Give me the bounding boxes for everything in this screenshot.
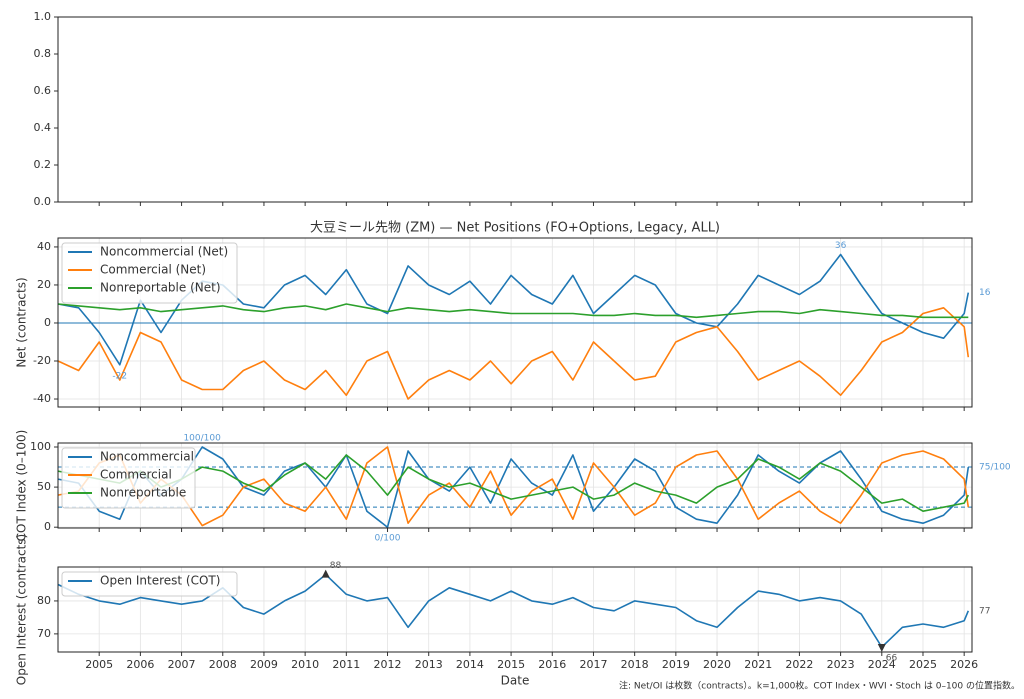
annotation: 75/100: [979, 463, 1011, 473]
y-tick-label: 0.0: [34, 195, 52, 208]
legend-label: Commercial (Net): [100, 263, 206, 277]
x-tick-label: 2011: [332, 658, 360, 671]
series-line: [57, 307, 970, 400]
y-tick-label: 0: [44, 520, 51, 533]
y-tick-label: 100: [30, 440, 51, 453]
annotation: -22: [112, 371, 127, 381]
series-line: [57, 446, 970, 527]
series-line: [57, 454, 970, 512]
legend: Open Interest (COT): [61, 571, 238, 597]
y-tick-label: 1.0: [34, 10, 52, 23]
x-tick-label: 2016: [538, 658, 566, 671]
y-tick-label: 0.6: [34, 84, 52, 97]
y-axis-label: COT Index (0–100): [15, 430, 29, 542]
legend-label: Commercial: [100, 468, 172, 482]
legend-box: [61, 242, 238, 304]
y-tick-label: 20: [37, 278, 51, 291]
plot-frame: [57, 566, 973, 653]
y-tick-label: 0.8: [34, 47, 52, 60]
x-tick-label: 2010: [291, 658, 319, 671]
x-tick-label: 2017: [579, 658, 607, 671]
chart-title: 大豆ミール先物 (ZM) — Net Positions (FO+Options…: [310, 221, 720, 236]
legend-box: [61, 571, 238, 597]
y-tick-label: 50: [37, 480, 51, 493]
y-tick-label: -40: [33, 392, 51, 405]
legend-label: Nonreportable: [100, 486, 186, 500]
y-axis-label: Open Interest (contracts): [15, 534, 29, 685]
legend: Noncommercial (Net) Commercial (Net) Nonre…: [61, 242, 238, 304]
annotation: 0/100: [375, 534, 401, 544]
x-tick-label: 2026: [950, 658, 978, 671]
x-tick-label: 2013: [415, 658, 443, 671]
legend: Noncommercial Commercial Nonreportable: [61, 447, 196, 509]
plot-frame: [57, 237, 973, 408]
plot-frame: [57, 442, 973, 529]
x-tick-label: 2020: [703, 658, 731, 671]
annotation: 36: [835, 241, 847, 251]
legend-label: Noncommercial: [100, 450, 194, 464]
x-tick-label: 2012: [374, 658, 402, 671]
x-tick-label: 2014: [456, 658, 484, 671]
legend-label: Open Interest (COT): [100, 574, 220, 588]
x-tick-label: 2023: [827, 658, 855, 671]
annotation: 100/100: [183, 434, 221, 444]
legend-label: Nonreportable (Net): [100, 281, 221, 295]
y-tick-label: 0: [44, 316, 51, 329]
x-tick-label: 2021: [744, 658, 772, 671]
y-tick-label: 80: [37, 594, 51, 607]
y-axis-label: Net (contracts): [15, 277, 29, 367]
x-tick-label: 2008: [209, 658, 237, 671]
x-tick-label: 2007: [168, 658, 196, 671]
y-tick-label: 0.2: [34, 158, 52, 171]
y-tick-label: -20: [33, 354, 51, 367]
x-tick-label: 2009: [250, 658, 278, 671]
marker-up: [321, 569, 330, 578]
x-tick-label: 2025: [909, 658, 937, 671]
x-axis-label: Date: [501, 674, 530, 688]
x-tick-label: 2018: [621, 658, 649, 671]
x-tick-label: 2006: [126, 658, 154, 671]
marker-down: [877, 644, 886, 653]
series-line: [57, 446, 970, 528]
annotation: 66: [886, 654, 898, 664]
x-tick-label: 2015: [497, 658, 525, 671]
plot-frame: [57, 16, 973, 203]
y-tick-label: 0.4: [34, 121, 52, 134]
legend-box: [61, 447, 196, 509]
annotation: 88: [330, 561, 342, 571]
annotation: 77: [979, 606, 990, 616]
series-line: [57, 303, 969, 319]
x-tick-label: 2024: [868, 658, 896, 671]
y-tick-label: 40: [37, 240, 51, 253]
x-tick-label: 2019: [662, 658, 690, 671]
legend-label: Noncommercial (Net): [100, 245, 228, 259]
x-tick-label: 2005: [85, 658, 113, 671]
y-tick-label: 70: [37, 627, 51, 640]
footnote: 注: Net/OI は枚数（contracts）。k=1,000枚。COT In…: [619, 680, 1020, 692]
x-tick-label: 2022: [785, 658, 813, 671]
annotation: 16: [979, 288, 991, 298]
